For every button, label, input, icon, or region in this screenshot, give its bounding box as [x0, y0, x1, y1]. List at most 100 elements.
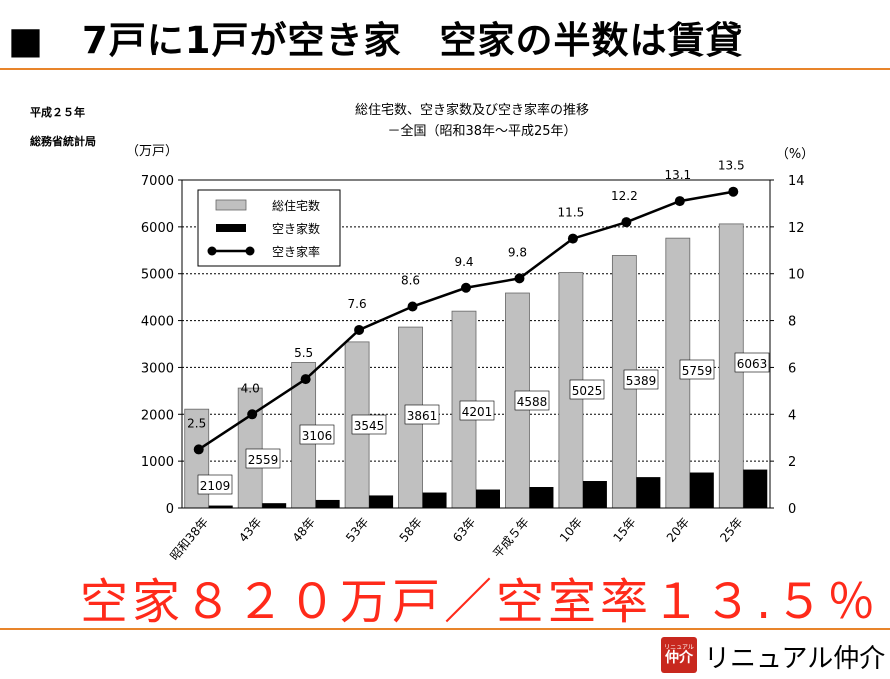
- y-tick-label: 1000: [141, 455, 174, 470]
- vacancy-rate-label: 11.5: [558, 206, 585, 220]
- vacancy-rate-point: [407, 301, 418, 312]
- bar-vacant-houses: [582, 481, 607, 508]
- headline: 空家８２０万戸／空室率１３.５％: [80, 574, 880, 630]
- bar-vacant-houses: [689, 472, 714, 508]
- bar-value-label-box: [245, 448, 281, 469]
- bar-value-label: 3861: [407, 409, 438, 423]
- y-tick-label: 5000: [141, 268, 174, 283]
- y-tick-label: 4000: [141, 315, 174, 330]
- bar-vacant-houses: [315, 499, 340, 508]
- bar-value-label: 5759: [682, 364, 713, 378]
- y2-tick-label: 14: [788, 174, 805, 189]
- vacancy-rate-point: [567, 233, 578, 244]
- x-tick-label: 平成５年: [490, 515, 532, 560]
- brand-logo-icon: リニュアル 仲介: [661, 637, 697, 673]
- legend-label-total: 総住宅数: [272, 198, 320, 213]
- y2-tick-label: 10: [788, 268, 805, 283]
- y2-tick-label: 2: [788, 455, 796, 470]
- vacancy-rate-point: [354, 324, 365, 335]
- bar-vacant-houses: [743, 469, 768, 508]
- y-tick-label: 0: [166, 502, 174, 517]
- source-label: 総務省統計局: [30, 135, 96, 148]
- bar-vacant-houses: [262, 503, 287, 508]
- y-tick-label: 7000: [141, 174, 174, 189]
- vacancy-rate-label: 9.4: [454, 255, 473, 269]
- legend-swatch-total: [215, 199, 247, 211]
- brand-logo-text: 仲介: [665, 650, 693, 666]
- vacancy-rate-label: 4.0: [241, 381, 260, 395]
- bar-vacant-houses: [636, 477, 661, 508]
- bar-value-label-box: [404, 404, 440, 425]
- vacancy-rate-point: [461, 282, 471, 293]
- survey-year: 平成２５年: [30, 106, 85, 119]
- y2-tick-label: 4: [788, 408, 796, 423]
- bar-value-label-box: [351, 414, 387, 435]
- legend-swatch-rate-point: [245, 246, 255, 256]
- vacancy-rate-label: 13.1: [664, 168, 691, 182]
- bar-value-label-box: [569, 379, 605, 400]
- y-tick-label: 6000: [141, 221, 174, 236]
- bar-value-label: 6063: [737, 357, 768, 371]
- x-tick-label: 53年: [343, 515, 371, 545]
- vacancy-rate-point: [247, 409, 258, 420]
- vacancy-rate-label: 9.8: [508, 245, 527, 259]
- bar-value-label: 3106: [302, 429, 333, 443]
- bar-value-label-box: [299, 424, 335, 445]
- brand-logo-small-text: リニュアル: [664, 644, 694, 651]
- x-tick-label: 58年: [397, 515, 425, 545]
- y2-tick-label: 8: [788, 315, 796, 330]
- housing-vacancy-chart: 総住宅数、空き家数及び空き家率の推移 －全国（昭和38年～平成25年） （万戸）…: [126, 102, 814, 560]
- x-tick-label: 63年: [450, 515, 478, 545]
- bar-total-housing: [237, 387, 263, 509]
- vacancy-rate-label: 12.2: [611, 189, 638, 203]
- bar-value-label: 3545: [354, 419, 385, 433]
- brand-name: リニュアル仲介: [704, 644, 886, 674]
- y2-tick-label: 12: [788, 221, 805, 236]
- bar-value-label-box: [679, 359, 715, 380]
- bar-vacant-houses: [476, 489, 500, 508]
- bar-value-label: 5025: [572, 384, 603, 398]
- vacancy-rate-label: 8.6: [401, 274, 420, 288]
- x-tick-label: 15年: [610, 515, 638, 545]
- bar-value-label: 4201: [462, 405, 493, 419]
- vacancy-rate-point: [674, 196, 685, 207]
- x-tick-label: 48年: [290, 515, 318, 545]
- legend-label-rate: 空き家率: [272, 244, 320, 259]
- footer-rule: [0, 628, 890, 630]
- vacancy-rate-label: 7.6: [348, 297, 367, 311]
- legend-swatch-rate-point: [207, 246, 217, 256]
- bar-value-label-box: [197, 474, 233, 495]
- right-axis-unit: （%）: [776, 147, 814, 162]
- bar-vacant-houses: [369, 495, 394, 508]
- bar-value-label: 2109: [200, 479, 231, 493]
- vacancy-rate-label: 2.5: [187, 416, 206, 430]
- vacancy-rate-point: [514, 273, 525, 284]
- bar-value-label: 2559: [248, 453, 279, 467]
- legend-swatch-vacant: [216, 224, 246, 232]
- plot-frame: [181, 179, 771, 509]
- bar-value-label-box: [459, 400, 495, 421]
- x-tick-label: 10年: [557, 515, 585, 545]
- y2-tick-label: 0: [788, 502, 796, 517]
- vacancy-rate-label: 13.5: [718, 159, 745, 173]
- bar-vacant-houses: [208, 505, 233, 508]
- vacancy-rate-point: [728, 186, 739, 197]
- left-axis-unit: （万戸）: [126, 144, 178, 159]
- vacancy-rate-point: [621, 217, 632, 228]
- legend-label-vacant: 空き家数: [272, 221, 320, 236]
- chart-title: 総住宅数、空き家数及び空き家率の推移: [355, 102, 589, 118]
- y-tick-label: 3000: [141, 361, 174, 376]
- y-tick-label: 2000: [141, 408, 174, 423]
- bar-value-label-box: [734, 352, 770, 373]
- y2-tick-label: 6: [788, 361, 796, 376]
- x-tick-label: 昭和38年: [167, 515, 211, 560]
- vacancy-rate-label: 5.5: [294, 346, 313, 360]
- vacancy-rate-point: [300, 374, 311, 385]
- bar-vacant-houses: [529, 487, 554, 508]
- slide-title: ■ 7戸に1戸が空き家 空家の半数は賃貸: [8, 19, 744, 62]
- title-rule: [0, 68, 890, 70]
- bar-value-label-box: [514, 390, 550, 411]
- bar-value-label-box: [623, 369, 659, 390]
- bar-value-label: 4588: [517, 395, 548, 409]
- chart-subtitle: －全国（昭和38年～平成25年）: [387, 123, 576, 139]
